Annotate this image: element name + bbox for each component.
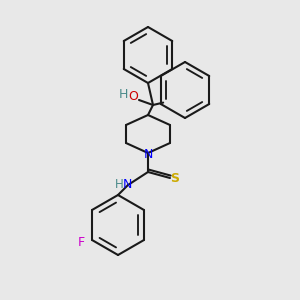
Text: N: N (122, 178, 132, 190)
Text: O: O (128, 91, 138, 103)
Text: H: H (115, 178, 123, 190)
Text: H: H (118, 88, 128, 100)
Text: N: N (143, 148, 153, 160)
Text: F: F (78, 236, 85, 248)
Text: S: S (170, 172, 179, 184)
